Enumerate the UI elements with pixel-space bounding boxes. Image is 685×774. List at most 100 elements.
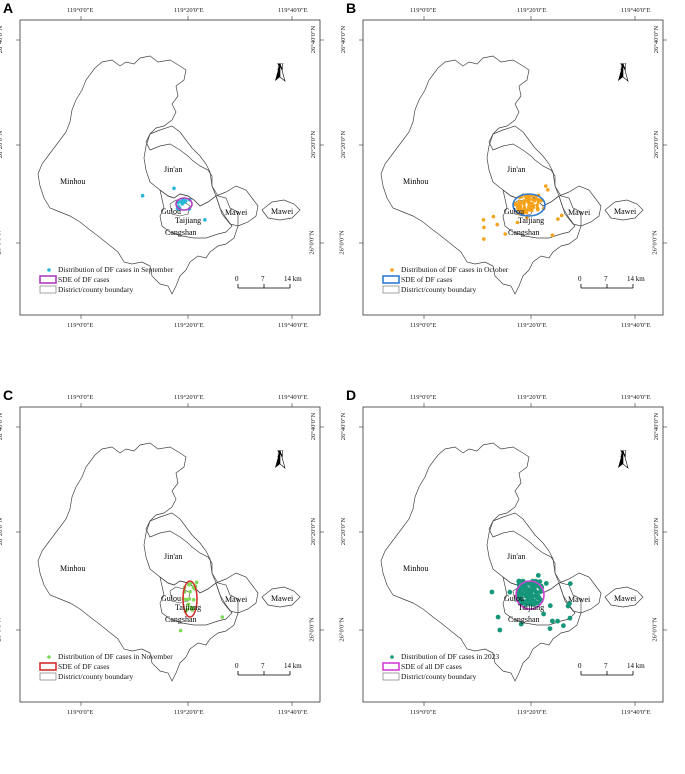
scale-zero: 0 — [235, 275, 239, 283]
case-point — [516, 201, 521, 206]
case-point — [535, 593, 541, 599]
legend-points-label: Distribution of DF cases in 2023 — [401, 652, 500, 661]
place-taijiang: Taijiang — [175, 216, 202, 225]
case-point — [522, 202, 526, 206]
north-arrow-icon — [618, 449, 629, 469]
case-point — [191, 598, 196, 602]
lat-label-bottom-left: 26°0'0"N — [338, 230, 346, 255]
legend-sde-label: SDE of all DF cases — [401, 662, 462, 671]
place-mawei-island: Mawei — [614, 207, 637, 216]
map-canvas — [16, 16, 324, 319]
legend-sde-symbol — [382, 275, 400, 284]
case-point — [220, 615, 225, 619]
cangshan-boundary — [159, 189, 233, 239]
mawei-boundary — [215, 185, 259, 227]
scale-end: 14 km — [284, 275, 302, 283]
case-point — [489, 589, 495, 595]
legend-boundary-symbol — [39, 285, 57, 294]
lat-label-top-right: 26°40'0"N — [310, 25, 318, 54]
place-gulou: Gulou — [161, 594, 181, 603]
legend-sde-symbol — [39, 275, 57, 284]
case-point — [544, 184, 548, 188]
place-jinan: Jin'an — [507, 165, 526, 174]
case-point — [526, 600, 532, 606]
case-point — [556, 217, 560, 221]
place-taijiang: Taijiang — [518, 603, 545, 612]
lon-label-right-bottom: 119°40'0"E — [278, 322, 308, 329]
legend-sde-symbol — [39, 662, 57, 671]
legend-point-symbol — [47, 655, 51, 659]
case-point — [530, 197, 535, 202]
case-point — [187, 597, 192, 601]
legend-points-label: Distribution of DF cases in September — [58, 265, 174, 274]
mawei-island-boundary — [604, 199, 644, 221]
legend-sde-label: SDE of DF cases — [58, 275, 110, 284]
map-canvas — [359, 16, 667, 319]
case-points — [489, 573, 573, 633]
lat-label-mid-right: 26°20'0"N — [310, 130, 318, 159]
map-canvas — [359, 403, 667, 706]
place-jinan: Jin'an — [164, 165, 183, 174]
case-point — [188, 589, 192, 594]
case-point — [194, 580, 199, 585]
case-point — [518, 621, 524, 627]
case-point — [515, 220, 520, 225]
lat-label-bottom-left: 26°0'0"N — [338, 617, 346, 642]
lon-label-right-bottom: 119°40'0"E — [621, 322, 651, 329]
north-letter: N — [620, 449, 627, 459]
place-mawei-island: Mawei — [614, 594, 637, 603]
lon-label-left: 119°0'0"E — [410, 394, 437, 401]
legend-point-symbol — [47, 268, 51, 272]
mawei-boundary — [558, 185, 602, 227]
case-point — [495, 614, 501, 620]
map-frame — [362, 19, 664, 316]
frame-ticks — [16, 16, 324, 319]
case-point — [525, 208, 529, 212]
frame-ticks — [16, 403, 324, 706]
lat-label-mid-right: 26°20'0"N — [653, 130, 661, 159]
place-mawei: Mawei — [225, 595, 248, 604]
north-arrow-icon — [275, 62, 286, 82]
case-point — [187, 582, 191, 587]
mawei-boundary — [558, 572, 602, 614]
map-canvas — [16, 403, 324, 706]
place-taijiang: Taijiang — [518, 216, 545, 225]
north-arrow-icon — [275, 449, 286, 469]
case-point — [522, 205, 527, 210]
lat-label-mid-right: 26°20'0"N — [653, 517, 661, 546]
case-point — [513, 202, 518, 207]
north-letter: N — [277, 62, 284, 72]
lat-label-top-right: 26°40'0"N — [653, 412, 661, 441]
lon-label-mid-bottom: 119°20'0"E — [174, 322, 204, 329]
legend-point-symbol — [390, 655, 394, 659]
case-point — [495, 222, 499, 227]
north-letter: N — [277, 449, 284, 459]
panel-label: D — [346, 387, 357, 403]
place-mawei: Mawei — [225, 208, 248, 217]
lon-label-mid-bottom: 119°20'0"E — [174, 709, 204, 716]
case-point — [535, 573, 541, 578]
map-frame — [362, 406, 664, 703]
lon-label-left-bottom: 119°0'0"E — [410, 322, 437, 329]
case-point — [503, 232, 507, 236]
lat-label-top-left: 26°40'0"N — [0, 25, 5, 54]
lon-label-right: 119°40'0"E — [278, 7, 308, 14]
scale-mid: 7 — [261, 275, 265, 283]
frame-ticks — [359, 16, 667, 319]
case-point — [481, 218, 486, 222]
place-mawei-island: Mawei — [271, 207, 294, 216]
lat-label-top-right: 26°40'0"N — [653, 25, 661, 54]
minhou-boundary — [37, 55, 239, 295]
lon-label-left: 119°0'0"E — [67, 7, 94, 14]
legend-points-label: Distribution of DF cases in October — [401, 265, 509, 274]
case-point — [516, 578, 522, 584]
scale-end: 14 km — [284, 662, 302, 670]
case-point — [178, 628, 183, 633]
lat-label-top-left: 26°40'0"N — [0, 412, 5, 441]
place-minhou: Minhou — [60, 564, 86, 573]
case-point — [567, 581, 573, 586]
place-jinan: Jin'an — [164, 552, 183, 561]
map-panel-a: A — [0, 0, 342, 387]
case-point — [536, 200, 541, 204]
lat-label-bottom-right: 26°0'0"N — [651, 617, 659, 642]
